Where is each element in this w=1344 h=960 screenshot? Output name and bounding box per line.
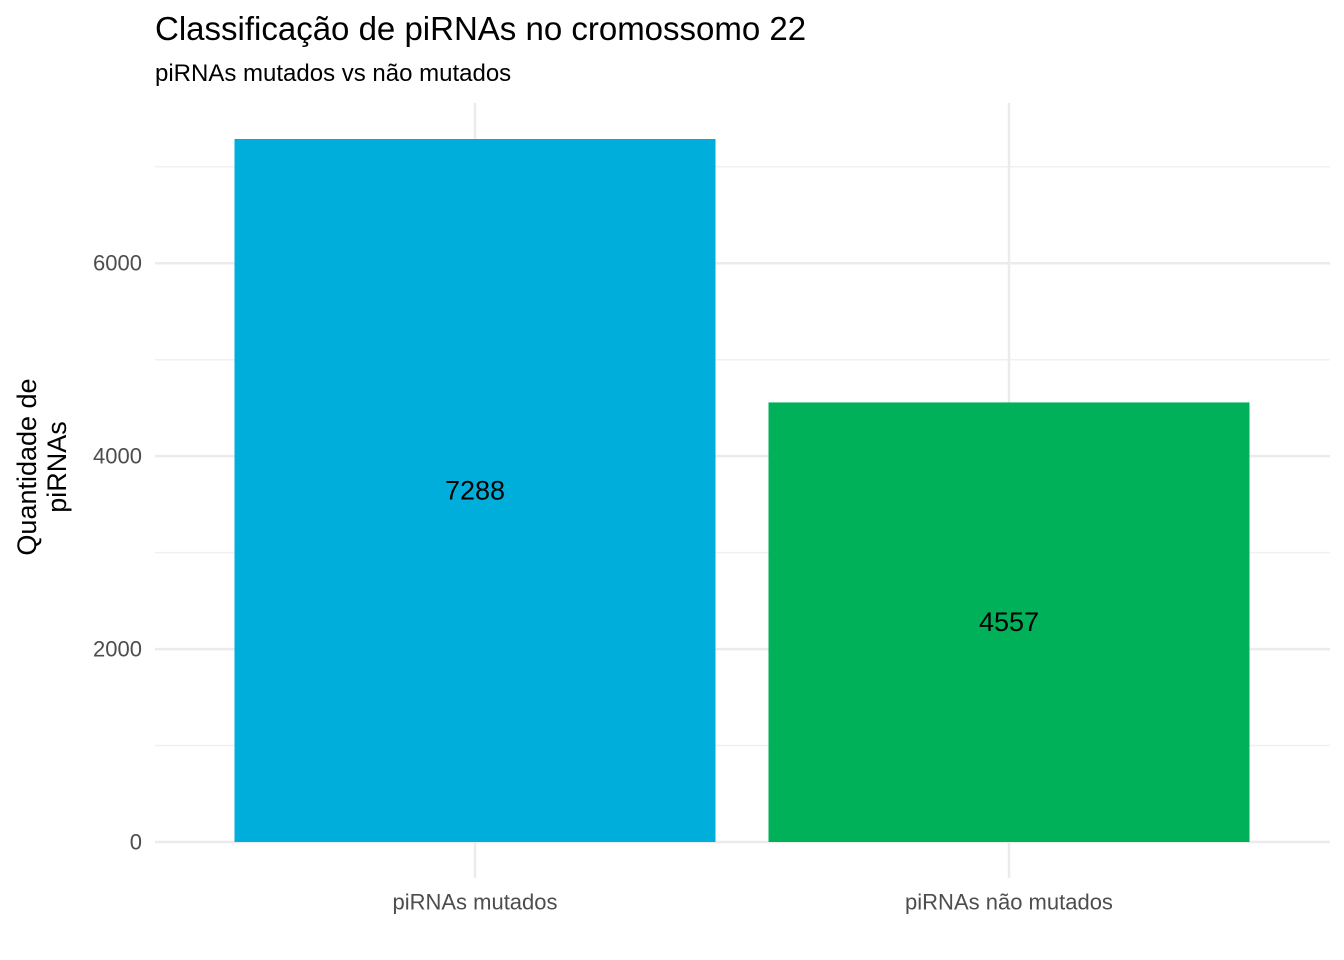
bar bbox=[234, 139, 716, 842]
x-tick-label: piRNAs mutados bbox=[392, 890, 557, 915]
y-tick-label: 4000 bbox=[93, 444, 142, 469]
y-tick-label: 6000 bbox=[93, 251, 142, 276]
y-tick-label: 0 bbox=[130, 830, 142, 855]
bar-data-label: 4557 bbox=[979, 607, 1039, 637]
chart-subtitle: piRNAs mutados vs não mutados bbox=[155, 60, 512, 87]
bar-data-label: 7288 bbox=[445, 476, 505, 506]
bar-data-labels: 7288 4557 bbox=[445, 476, 1039, 638]
x-axis-ticks: piRNAs mutados piRNAs não mutados bbox=[392, 890, 1112, 915]
bars bbox=[234, 139, 1250, 842]
y-axis-ticks: 0 2000 4000 6000 bbox=[93, 251, 142, 855]
bar bbox=[768, 402, 1250, 842]
y-tick-label: 2000 bbox=[93, 637, 142, 662]
chart-title: Classificação de piRNAs no cromossomo 22 bbox=[155, 10, 807, 47]
x-tick-label: piRNAs não mutados bbox=[905, 890, 1113, 915]
